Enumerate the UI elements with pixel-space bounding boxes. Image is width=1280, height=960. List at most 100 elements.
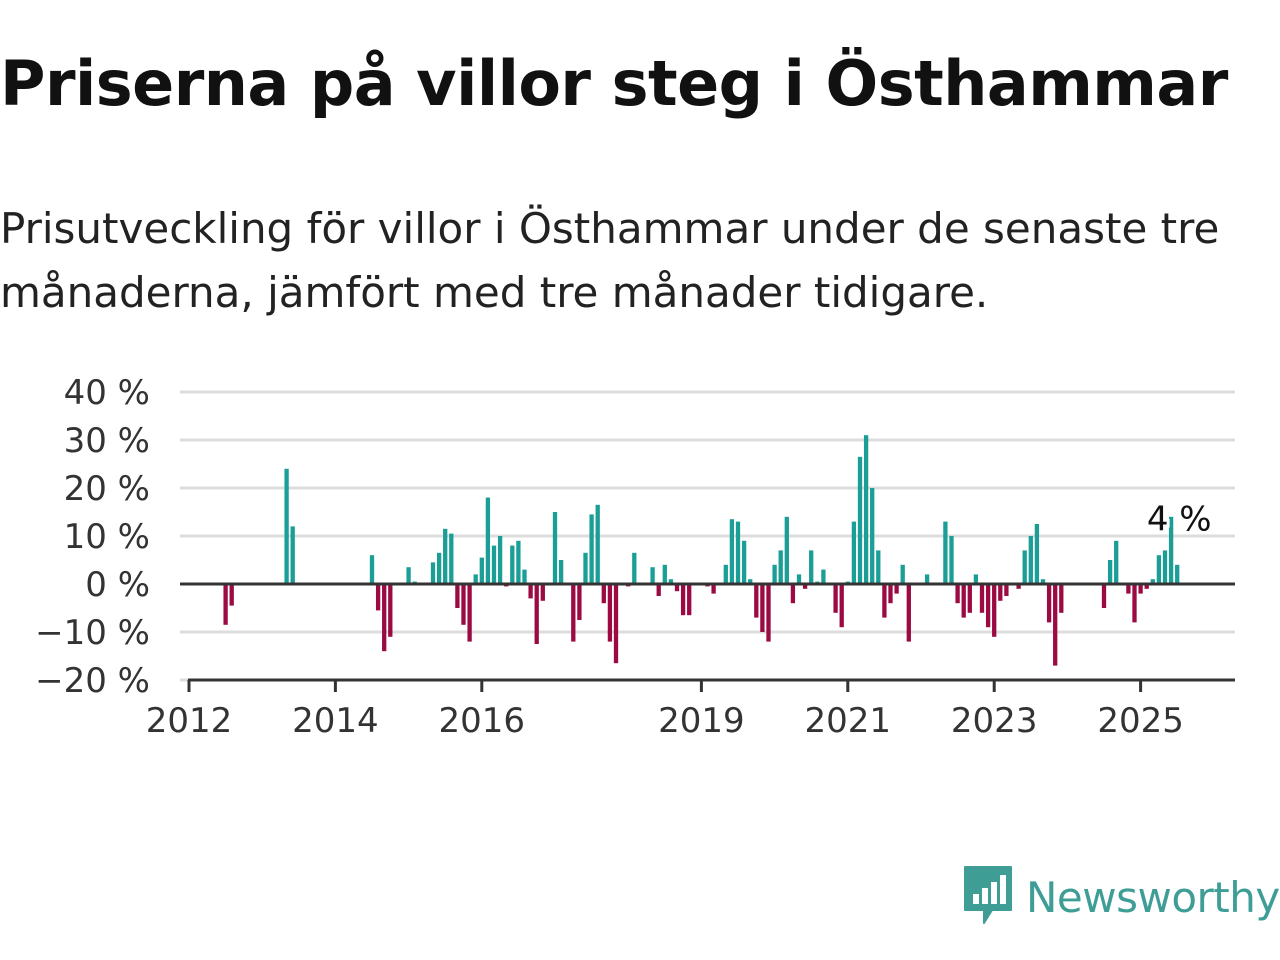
bar (680, 584, 686, 616)
bar-chart: 40 %30 %20 %10 %0 %−10 %−20 % 2012 2014 20… (35, 373, 1235, 741)
x-tick-label: 2016 (439, 701, 526, 741)
y-tick-label: −10 % (35, 613, 150, 653)
x-tick-label: 2021 (805, 701, 892, 741)
bar (1168, 516, 1174, 584)
bar (766, 584, 771, 642)
bar (943, 521, 948, 584)
bar (229, 584, 234, 606)
bar (613, 584, 619, 664)
bar (534, 584, 539, 644)
bar (1016, 584, 1021, 589)
bar (870, 488, 875, 584)
bar (656, 584, 661, 596)
bar (528, 584, 533, 599)
bar (839, 584, 844, 628)
bar (967, 584, 972, 613)
bar (778, 550, 783, 584)
x-axis-ticks: 2012 2014 2016 2019 2021 2023 2025 (146, 680, 1184, 741)
bar (497, 536, 503, 584)
bar (290, 526, 295, 584)
bar (821, 569, 826, 584)
bar (955, 584, 960, 604)
y-tick-label: 30 % (64, 421, 150, 461)
bar (949, 536, 954, 584)
bar (894, 584, 899, 594)
bar (1107, 560, 1113, 584)
bar (473, 574, 478, 584)
bar (985, 584, 991, 628)
bar (491, 545, 497, 584)
newsworthy-logo[interactable]: Newsworthy (962, 864, 1280, 930)
bar (876, 550, 881, 584)
bar (601, 584, 606, 604)
bar (857, 456, 863, 584)
bar (662, 564, 667, 584)
bar (1059, 584, 1064, 613)
bar (1028, 536, 1033, 584)
x-tick-label: 2019 (658, 701, 745, 741)
bar (711, 584, 716, 594)
bar (729, 519, 735, 584)
bar (809, 550, 814, 584)
bar (1175, 564, 1180, 584)
bar (430, 562, 436, 584)
y-tick-label: 0 % (85, 565, 150, 605)
bar (284, 468, 289, 584)
bar (790, 584, 796, 604)
bar (583, 552, 588, 584)
bar (882, 584, 887, 618)
x-tick-label: 2014 (292, 701, 379, 741)
bar (1040, 579, 1046, 584)
bar (741, 540, 747, 584)
annotations: 4 % (1144, 496, 1215, 542)
bar (571, 584, 576, 642)
bar (796, 574, 802, 584)
bar (552, 512, 558, 584)
bar (924, 574, 930, 584)
bar (674, 584, 680, 592)
bar (863, 435, 869, 584)
bar (1022, 550, 1027, 584)
bar (906, 584, 911, 642)
bar (998, 584, 1003, 601)
chart-subtitle: Prisutveckling för villor i Östhammar un… (0, 204, 1220, 317)
bar (369, 555, 375, 584)
x-tick-label: 2012 (146, 701, 233, 741)
bar (979, 584, 985, 613)
bar (1034, 524, 1040, 584)
bar (833, 584, 838, 613)
bar (802, 584, 808, 589)
bar (510, 545, 515, 584)
x-tick-label: 2023 (951, 701, 1038, 741)
bar (723, 564, 728, 584)
y-tick-label: 20 % (64, 469, 150, 509)
bar (784, 516, 789, 584)
bar (973, 574, 979, 584)
bar (443, 528, 448, 584)
bar (650, 567, 655, 584)
bar (1053, 584, 1058, 666)
bar (607, 584, 613, 642)
bar (449, 533, 454, 584)
bar (1101, 584, 1107, 608)
bar (461, 584, 466, 625)
y-tick-label: 40 % (64, 373, 150, 413)
bar (900, 564, 905, 584)
bar (540, 584, 545, 601)
newsworthy-logo-icon (962, 864, 1014, 930)
bar (479, 557, 484, 584)
bars (223, 435, 1180, 666)
bar (1144, 584, 1149, 589)
bar (577, 584, 582, 620)
bar (375, 584, 381, 611)
last-value-label: 4 % (1147, 499, 1212, 539)
bar (1126, 584, 1131, 594)
bar (558, 560, 564, 584)
bar (687, 584, 692, 616)
bar (748, 579, 753, 584)
bar (485, 497, 491, 584)
bar (436, 552, 442, 584)
bar (223, 584, 228, 625)
bar (388, 584, 393, 637)
y-axis-ticks: 40 % 30 % 20 % 10 % 0 % −10 % −20 % (35, 373, 150, 701)
